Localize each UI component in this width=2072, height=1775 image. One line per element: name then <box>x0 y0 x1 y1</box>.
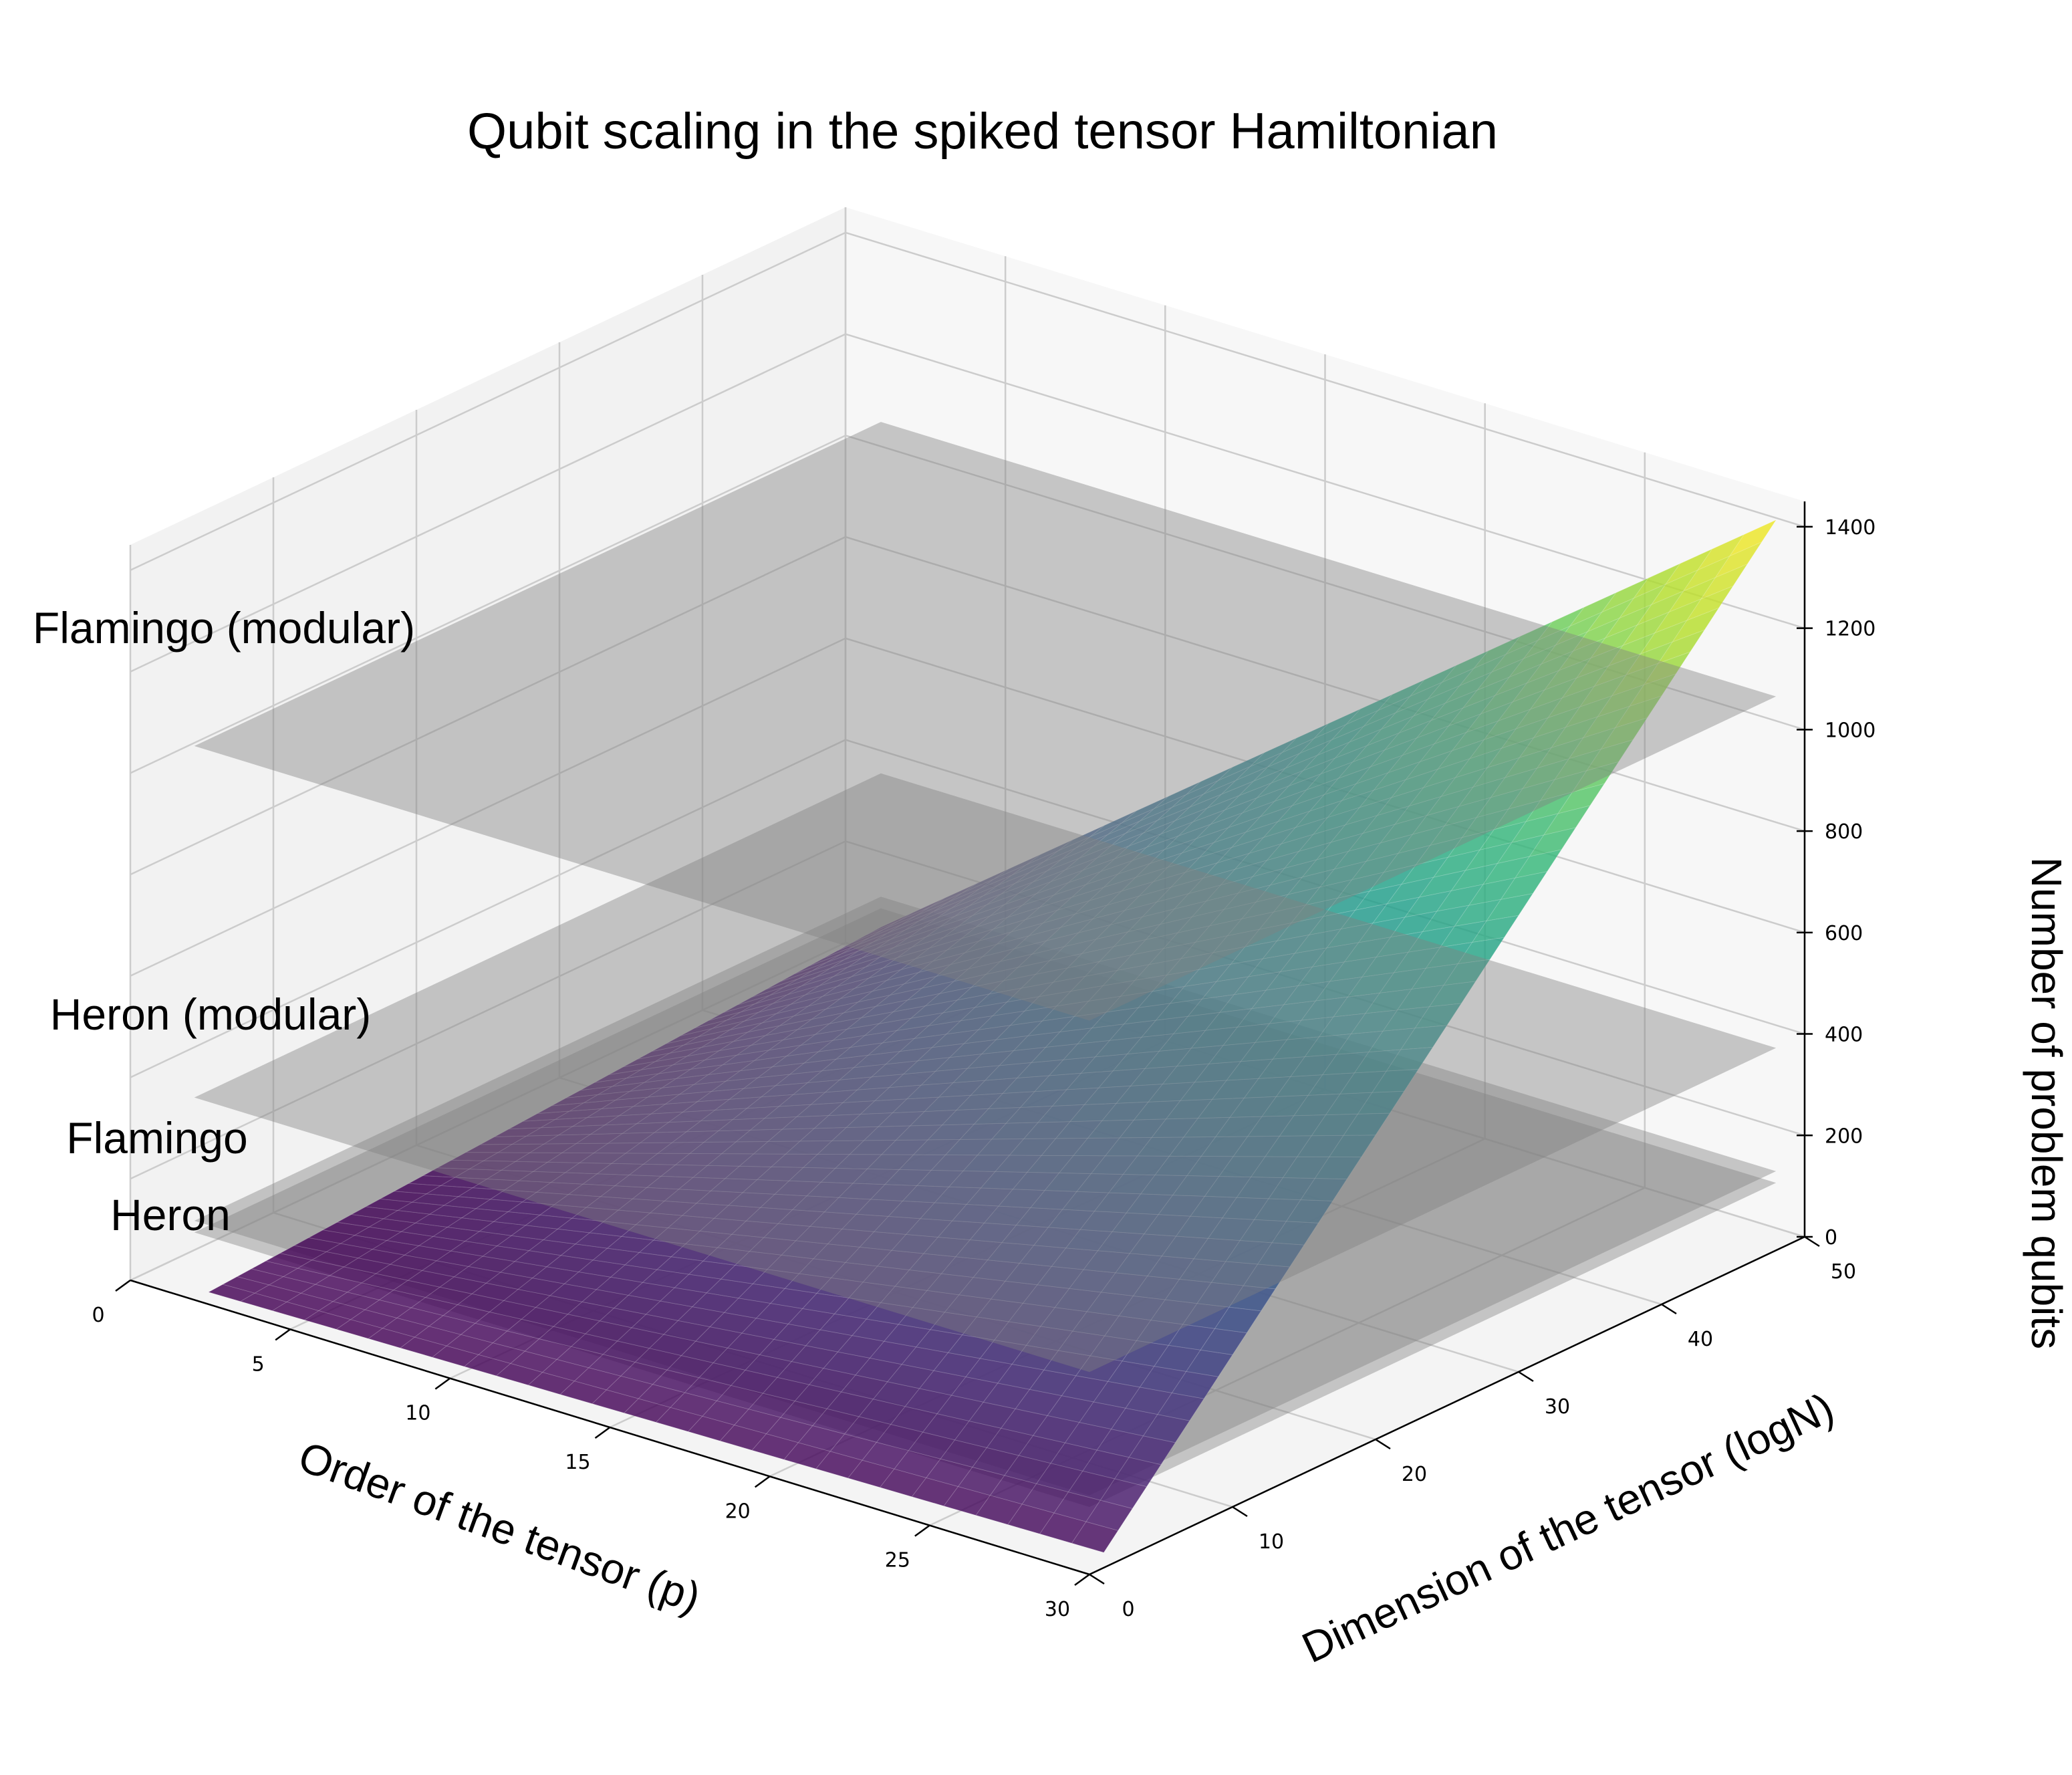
y-tick-mark <box>1375 1438 1391 1450</box>
x-tick-mark <box>754 1475 771 1488</box>
x-tick-label: 15 <box>565 1451 590 1474</box>
z-tick-label: 600 <box>1825 922 1863 945</box>
plane-label-flamingo-modular: Flamingo (modular) <box>33 603 415 653</box>
z-axis-label: Number of problem qubits <box>2023 857 2071 1349</box>
y-tick-label: 50 <box>1831 1260 1856 1284</box>
x-tick-label: 30 <box>1045 1598 1070 1621</box>
plane-labels: Heron Flamingo Heron (modular) Flamingo (mo… <box>33 603 415 1239</box>
plane-label-heron: Heron <box>110 1190 231 1239</box>
y-tick-mark <box>1804 1235 1820 1248</box>
z-tick-label: 400 <box>1825 1024 1863 1047</box>
z-tick-label: 1000 <box>1825 719 1875 742</box>
x-tick-mark <box>434 1377 451 1390</box>
surface-facet <box>1728 519 1777 557</box>
grid-line-z <box>130 840 1805 1180</box>
x-tick-label: 20 <box>725 1500 751 1523</box>
tick-labels: 0 5 10 15 20 25 30 0 10 20 30 40 50 0 200 400 600 800 1000… <box>92 516 1875 1621</box>
y-axis-line <box>1089 1235 1805 1576</box>
plane-heron-modular <box>194 773 1777 1373</box>
y-tick-mark <box>1089 1573 1105 1585</box>
z-tick-label: 0 <box>1825 1226 1837 1250</box>
plane-label-heron-modular: Heron (modular) <box>50 989 372 1039</box>
y-tick-mark <box>1661 1303 1677 1315</box>
qubit-surface <box>207 519 1777 1553</box>
y-tick-mark <box>1232 1506 1248 1518</box>
grid-line-z <box>130 941 1805 1282</box>
y-tick-label: 20 <box>1402 1463 1427 1486</box>
z-tick-label: 800 <box>1825 820 1863 844</box>
x-tick-label: 10 <box>405 1402 430 1425</box>
z-tick-label: 200 <box>1825 1125 1863 1148</box>
plane-label-flamingo: Flamingo <box>66 1113 247 1163</box>
x-tick-label: 5 <box>252 1352 265 1376</box>
x-tick-mark <box>275 1328 291 1341</box>
x-tick-mark <box>115 1279 131 1292</box>
z-tick-label: 1400 <box>1825 516 1875 540</box>
grid-line-z <box>130 435 1805 774</box>
y-tick-label: 10 <box>1259 1530 1284 1554</box>
plane-group-upper <box>194 422 1777 1373</box>
x-tick-label: 0 <box>92 1304 104 1327</box>
x-tick-mark <box>914 1524 930 1537</box>
y-tick-mark <box>1518 1371 1534 1383</box>
x-tick-mark <box>1074 1573 1090 1586</box>
y-tick-label: 0 <box>1122 1598 1134 1621</box>
grid-line-z <box>130 231 1805 572</box>
y-tick-label: 30 <box>1545 1395 1570 1419</box>
x-tick-label: 25 <box>885 1549 910 1572</box>
x-tick-mark <box>594 1426 611 1439</box>
y-tick-label: 40 <box>1688 1328 1713 1351</box>
plane-flamingo-modular <box>194 422 1777 1021</box>
z-tick-label: 1200 <box>1825 618 1875 641</box>
side-pane <box>130 207 846 1280</box>
x-axis-label: Order of the tensor (p) <box>293 1432 707 1622</box>
chart-title: Qubit scaling in the spiked tensor Hamil… <box>467 103 1498 160</box>
grid-line-z <box>130 333 1805 673</box>
